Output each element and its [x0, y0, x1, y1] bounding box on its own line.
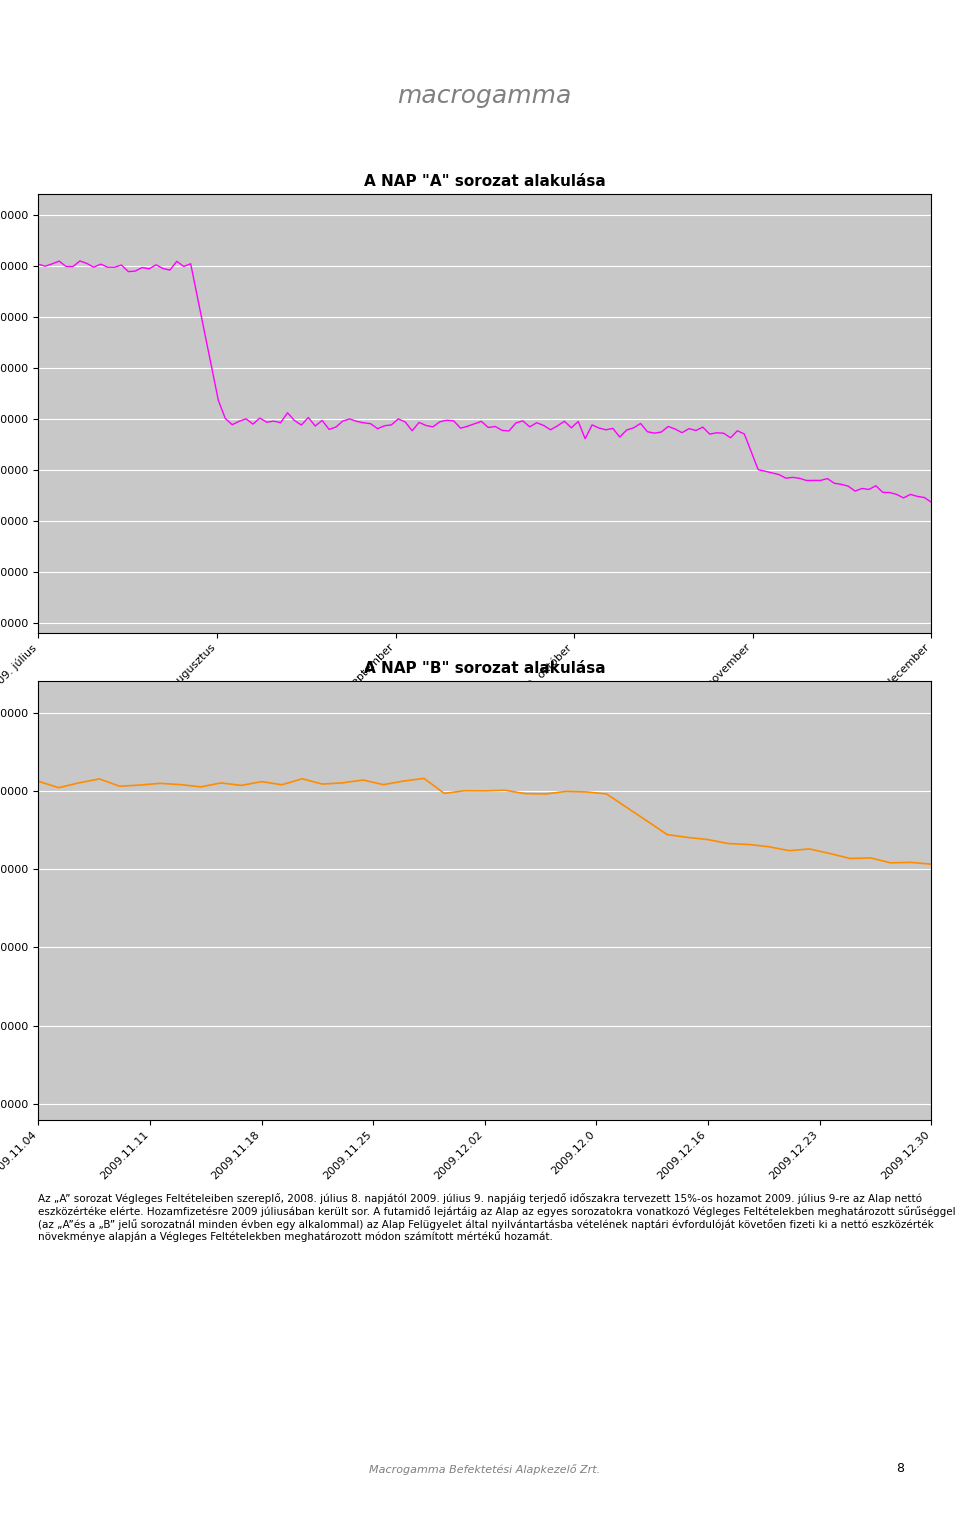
Title: A NAP "A" sorozat alakulása: A NAP "A" sorozat alakulása: [364, 174, 606, 189]
Text: Macrogamma Befektetési Alapkezelő Zrt.: Macrogamma Befektetési Alapkezelő Zrt.: [370, 1464, 600, 1475]
Text: macrogamma: macrogamma: [397, 84, 572, 108]
Text: Az „A” sorozat Végleges Feltételeiben szereplő, 2008. július 8. napjától 2009. j: Az „A” sorozat Végleges Feltételeiben sz…: [38, 1193, 956, 1243]
Text: 8: 8: [897, 1461, 904, 1475]
Title: A NAP "B" sorozat alakulása: A NAP "B" sorozat alakulása: [364, 661, 606, 676]
